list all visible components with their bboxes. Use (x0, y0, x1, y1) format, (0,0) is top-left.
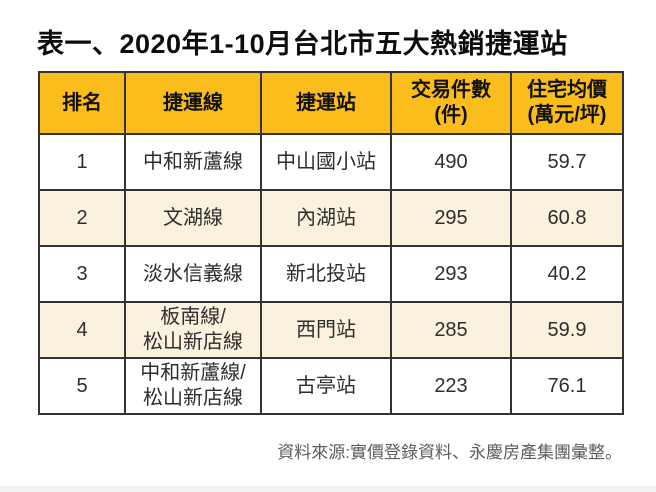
page-title: 表一、2020年1-10月台北市五大熱銷捷運站 (37, 29, 568, 59)
mrt-hot-stations-table: 排名 捷運線 捷運站 交易件數 (件) 住宅均價 (萬元/坪) 1 中和新蘆線 … (38, 71, 624, 415)
cell-station: 新北投站 (260, 245, 392, 303)
cell-line: 文湖線 (124, 189, 262, 247)
cell-rank: 4 (38, 301, 126, 359)
cell-price: 40.2 (510, 245, 624, 303)
table-row: 5 中和新蘆線/ 松山新店線 古亭站 223 76.1 (38, 357, 624, 415)
header-line: 捷運線 (124, 71, 262, 135)
cell-rank: 5 (38, 357, 126, 415)
table-row: 4 板南線/ 松山新店線 西門站 285 59.9 (38, 301, 624, 359)
cell-line: 中和新蘆線/ 松山新店線 (124, 357, 262, 415)
cell-transactions: 295 (390, 189, 512, 247)
cell-rank: 3 (38, 245, 126, 303)
cell-price: 59.7 (510, 133, 624, 191)
header-station: 捷運站 (260, 71, 392, 135)
cell-price: 59.9 (510, 301, 624, 359)
cell-station: 中山國小站 (260, 133, 392, 191)
cell-transactions: 223 (390, 357, 512, 415)
cell-price: 60.8 (510, 189, 624, 247)
cell-station: 古亭站 (260, 357, 392, 415)
cell-transactions: 285 (390, 301, 512, 359)
cell-price: 76.1 (510, 357, 624, 415)
header-price: 住宅均價 (萬元/坪) (510, 71, 624, 135)
cell-transactions: 490 (390, 133, 512, 191)
table-row: 1 中和新蘆線 中山國小站 490 59.7 (38, 133, 624, 191)
table-row: 3 淡水信義線 新北投站 293 40.2 (38, 245, 624, 303)
cell-transactions: 293 (390, 245, 512, 303)
source-note: 資料來源:實價登錄資料、永慶房產集團彙整。 (277, 443, 622, 462)
cell-line: 板南線/ 松山新店線 (124, 301, 262, 359)
cell-station: 西門站 (260, 301, 392, 359)
header-transactions: 交易件數 (件) (390, 71, 512, 135)
cell-line: 中和新蘆線 (124, 133, 262, 191)
cell-station: 內湖站 (260, 189, 392, 247)
cell-rank: 2 (38, 189, 126, 247)
cell-line: 淡水信義線 (124, 245, 262, 303)
bottom-strip (0, 486, 656, 492)
table-header-row: 排名 捷運線 捷運站 交易件數 (件) 住宅均價 (萬元/坪) (38, 71, 624, 135)
table-row: 2 文湖線 內湖站 295 60.8 (38, 189, 624, 247)
header-rank: 排名 (38, 71, 126, 135)
cell-rank: 1 (38, 133, 126, 191)
